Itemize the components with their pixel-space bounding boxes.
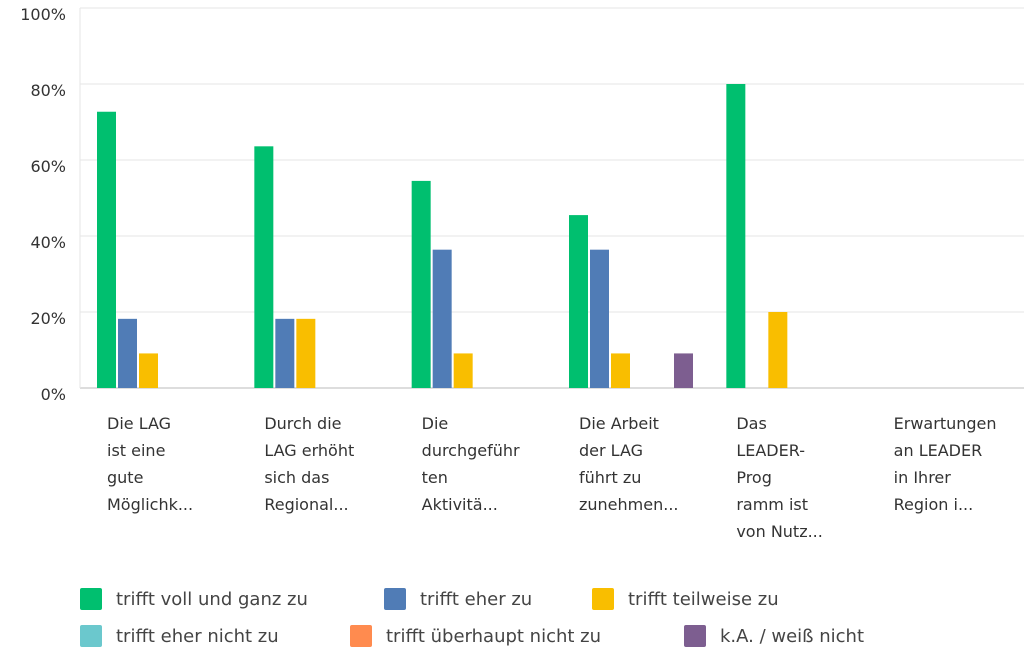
legend-item: trifft teilweise zu [592, 588, 779, 610]
bar [590, 249, 609, 388]
y-tick-label: 80% [30, 81, 66, 100]
bar [275, 318, 295, 388]
bar [118, 318, 137, 388]
x-tick-label: Durch die LAG erhöht sich das Regional..… [264, 414, 355, 514]
x-tick-label: Die LAG ist eine gute Möglichk... [107, 414, 194, 514]
legend-item: k.A. / weiß nicht [684, 625, 864, 647]
legend-item: trifft eher zu [384, 588, 532, 610]
y-tick-label: 60% [30, 157, 66, 176]
bar [569, 215, 588, 388]
bar [768, 312, 788, 388]
legend-label: k.A. / weiß nicht [720, 625, 864, 647]
legend-label: trifft eher zu [420, 588, 533, 610]
bar [411, 180, 431, 388]
legend-swatch [684, 625, 706, 647]
legend-swatch [350, 625, 372, 647]
y-tick-label: 0% [41, 385, 66, 404]
legend-swatch [592, 588, 614, 610]
bar [453, 353, 473, 388]
bar [139, 353, 158, 388]
legend-label: trifft eher nicht zu [116, 625, 279, 647]
x-tick-label: Die Arbeit der LAG führt zu zunehmen... [579, 414, 679, 514]
y-tick-label: 40% [30, 233, 66, 252]
legend-item: trifft überhaupt nicht zu [350, 625, 601, 647]
x-tick-label: Das LEADER- Prog ramm ist von Nutz... [736, 414, 823, 541]
bar [296, 318, 316, 388]
legend-label: trifft voll und ganz zu [116, 588, 308, 610]
x-tick-label: Die durchgeführ ten Aktivitä... [421, 414, 520, 514]
legend-label: trifft teilweise zu [628, 588, 779, 610]
legend-label: trifft überhaupt nicht zu [386, 625, 602, 647]
bar [432, 249, 452, 388]
y-tick-label: 100% [20, 5, 66, 24]
legend-swatch [80, 588, 102, 610]
bar [674, 353, 693, 388]
x-tick-label: Erwartungen an LEADER in Ihrer Region i.… [893, 414, 997, 514]
bar [611, 353, 630, 388]
legend-item: trifft voll und ganz zu [80, 588, 308, 610]
legend-swatch [80, 625, 102, 647]
bar [254, 146, 274, 388]
y-tick-label: 20% [30, 309, 66, 328]
legend-swatch [384, 588, 406, 610]
legend-item: trifft eher nicht zu [80, 625, 279, 647]
bar [97, 111, 116, 389]
bar [726, 84, 746, 388]
